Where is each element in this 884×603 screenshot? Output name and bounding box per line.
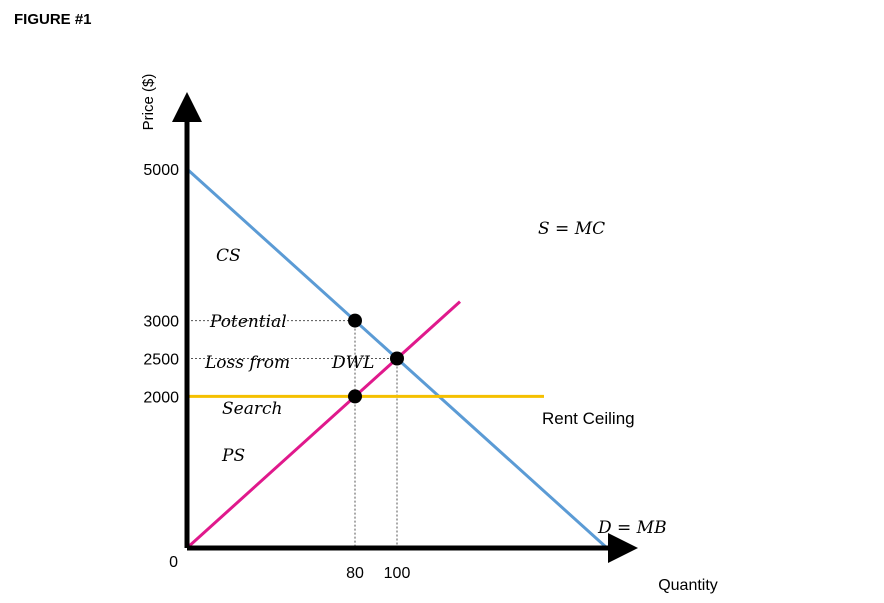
annotation-potential: Potential [209,312,287,332]
series-supply-line [185,300,462,550]
label-rent-ceiling: Rent Ceiling [542,409,635,428]
data-point [390,351,404,366]
figure-label: FIGURE #1 [14,11,92,28]
annotation-search: Search [222,399,282,419]
y-tick-label: 2000 [143,389,179,406]
y-tick-label: 3000 [143,314,179,331]
ticks-layer: 2000 2500 3000 5000 80 100 [143,162,410,582]
data-point [348,389,362,404]
y-axis-label: Price ($) [140,74,157,131]
y-tick-label: 5000 [143,162,179,179]
x-tick-label: 80 [346,565,364,582]
origin-label: 0 [169,554,178,571]
axes [172,92,638,563]
label-supply: S = MC [538,219,605,239]
annotation-dwl: DWL [331,353,374,373]
annotation-ps: PS [221,446,245,466]
y-tick-label: 2500 [143,352,179,369]
annotation-loss-from: Loss from [204,353,290,373]
label-demand: D = MB [597,518,667,538]
points-layer [348,313,404,404]
x-axis-label: Quantity [658,577,718,594]
data-point [348,313,362,328]
annotation-cs: CS [216,246,241,266]
x-tick-label: 100 [384,565,411,582]
